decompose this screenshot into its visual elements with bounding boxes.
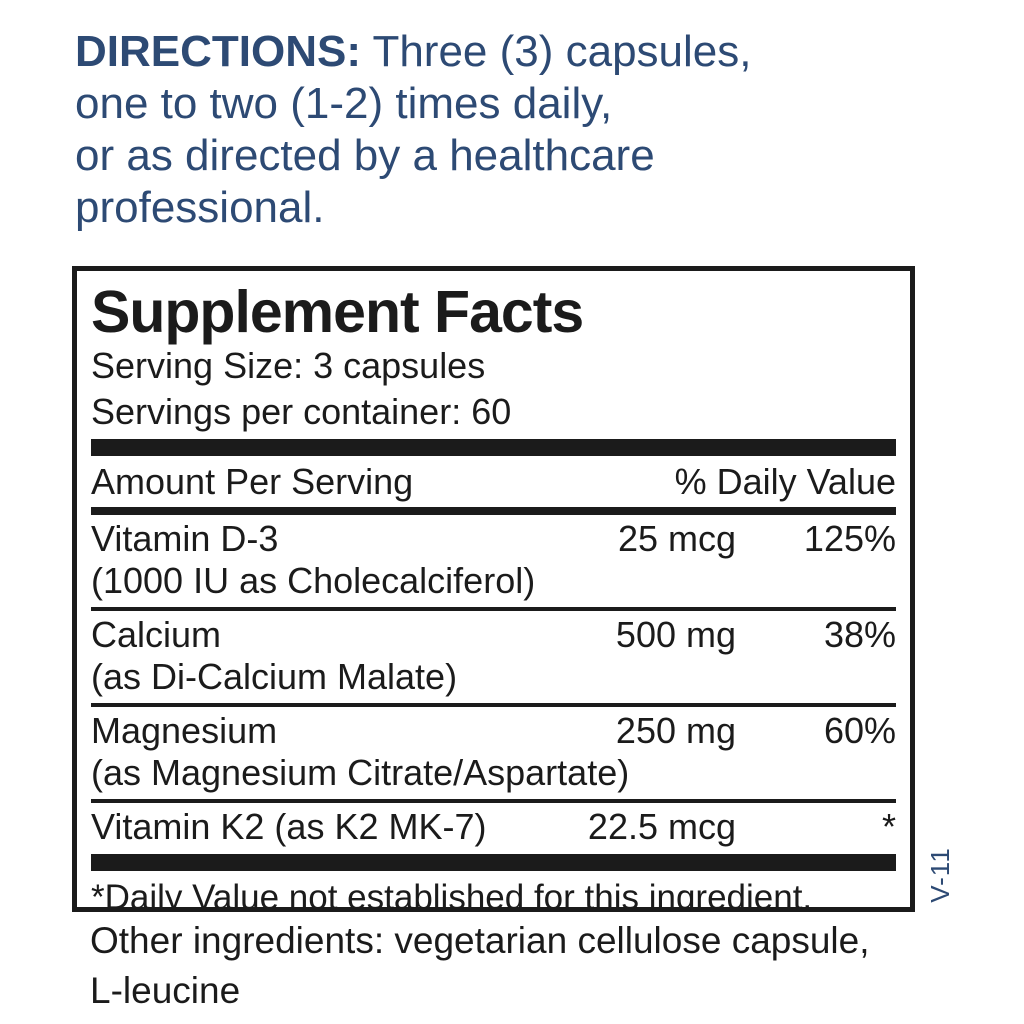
table-row: Calcium 500 mg 38% (as Di-Calcium Malate… [91, 611, 896, 703]
directions-heading: DIRECTIONS: [75, 27, 361, 76]
separator-bar-medium [91, 507, 896, 515]
nutrient-amount: 25 mcg [617, 518, 736, 559]
daily-value-footnote: *Daily Value not established for this in… [91, 878, 813, 912]
supplement-facts-panel: Supplement Facts Serving Size: 3 capsule… [72, 266, 915, 912]
directions-paragraph: DIRECTIONS: Three (3) capsules, one to t… [75, 26, 905, 234]
other-ingredients: Other ingredients: vegetarian cellulose … [90, 920, 870, 1011]
separator-bar-thick [91, 439, 896, 456]
table-row: Magnesium 250 mg 60% (as Magnesium Citra… [91, 707, 896, 799]
nutrient-daily-value: 125% [803, 518, 896, 559]
nutrient-amount: 500 mg [615, 614, 736, 655]
nutrient-name: Vitamin K2 (as K2 MK-7) [91, 806, 487, 847]
servings-per-container: Servings per container: 60 [91, 391, 512, 432]
separator-bar-thick [91, 854, 896, 871]
supplement-facts-title: Supplement Facts [91, 279, 584, 345]
table-row: Vitamin K2 (as K2 MK-7) 22.5 mcg * [91, 803, 896, 854]
table-row: Vitamin D-3 25 mcg 125% (1000 IU as Chol… [91, 515, 896, 607]
nutrient-subtext: (as Magnesium Citrate/Aspartate) [91, 752, 630, 793]
separator-line [91, 607, 896, 611]
serving-size: Serving Size: 3 capsules [91, 345, 486, 386]
nutrient-name: Vitamin D-3 [91, 518, 279, 559]
nutrient-amount: 22.5 mcg [587, 806, 736, 847]
nutrient-daily-value: 38% [823, 614, 896, 655]
separator-line [91, 703, 896, 707]
nutrient-daily-value: * [881, 806, 896, 847]
nutrient-line: Calcium 500 mg 38% [91, 614, 896, 656]
table-header-row: Amount Per Serving % Daily Value [91, 456, 896, 507]
nutrient-subtext: (as Di-Calcium Malate) [91, 656, 458, 697]
header-amount-per-serving: Amount Per Serving [91, 461, 414, 502]
version-code: V-11 [925, 847, 955, 903]
nutrient-subtext: (1000 IU as Cholecalciferol) [91, 560, 536, 601]
nutrient-daily-value: 60% [823, 710, 896, 751]
separator-line [91, 799, 896, 803]
header-daily-value: % Daily Value [674, 461, 896, 502]
directions-text: Three (3) capsules, one to two (1-2) tim… [75, 27, 752, 232]
nutrient-line: Magnesium 250 mg 60% [91, 710, 896, 752]
nutrient-line: Vitamin K2 (as K2 MK-7) 22.5 mcg * [91, 806, 896, 854]
nutrient-amount: 250 mg [615, 710, 736, 751]
nutrient-name: Calcium [91, 614, 222, 655]
nutrient-name: Magnesium [91, 710, 278, 751]
nutrient-line: Vitamin D-3 25 mcg 125% [91, 518, 896, 560]
